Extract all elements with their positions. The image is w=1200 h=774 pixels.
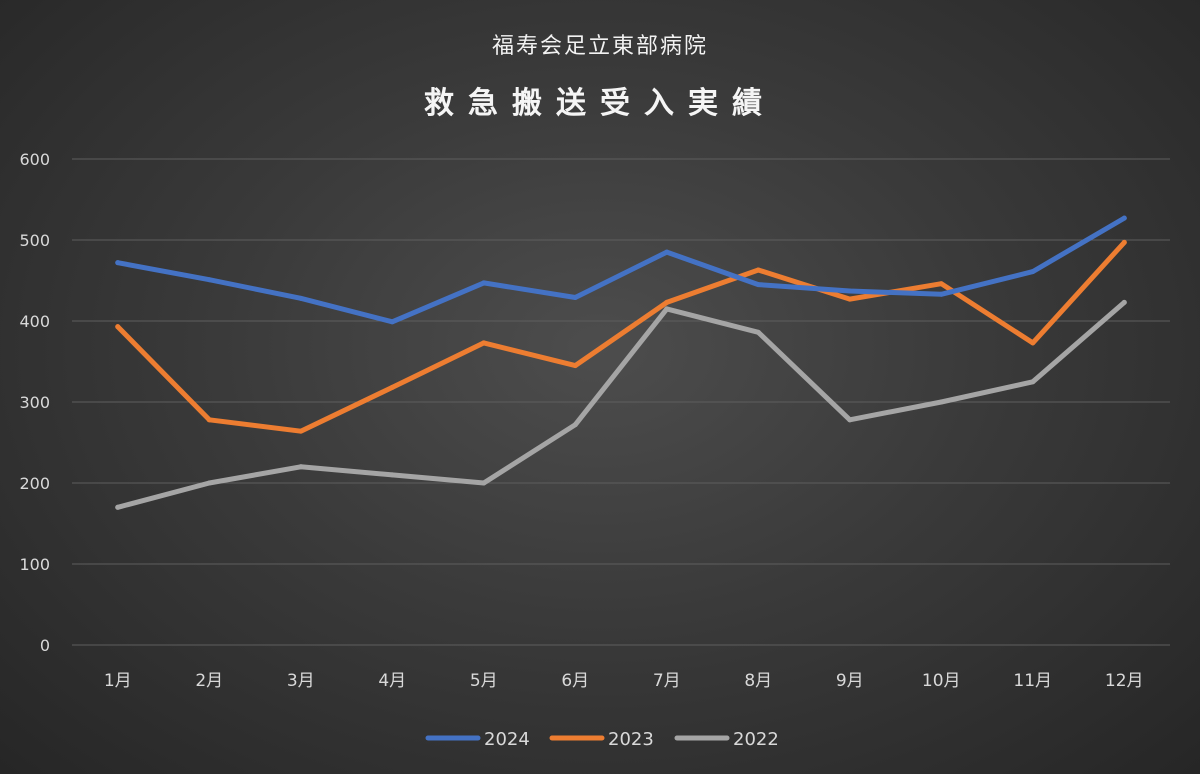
series-line-2023 [115,239,1127,434]
x-tick-label: 3月 [287,671,315,691]
data-point-2023 [1030,340,1036,346]
series-line-2022 [115,299,1127,510]
y-tick-label: 600 [19,150,50,169]
data-point-2023 [115,324,121,330]
data-point-2022 [755,329,761,335]
data-point-2023 [481,340,487,346]
data-point-2023 [206,417,212,423]
data-point-2022 [206,480,212,486]
x-tick-label: 12月 [1105,671,1144,691]
chart-title: 救急搬送受入実績 [424,86,776,121]
data-point-2022 [1121,299,1127,305]
data-point-2024 [1030,269,1036,275]
legend-label-2023: 2023 [608,729,654,750]
data-point-2022 [389,472,395,478]
y-tick-label: 100 [19,555,50,574]
data-point-2024 [481,280,487,286]
x-tick-label: 8月 [744,671,772,691]
x-tick-label: 2月 [195,671,223,691]
data-point-2023 [572,363,578,369]
x-tick-label: 6月 [561,671,589,691]
data-point-2024 [572,295,578,301]
data-point-2023 [664,299,670,305]
data-point-2022 [298,464,304,470]
x-tick-label: 7月 [653,671,681,691]
data-point-2023 [847,296,853,302]
x-tick-label: 5月 [470,671,498,691]
data-point-2024 [847,288,853,294]
series-line-2024 [115,215,1127,325]
x-tick-label: 10月 [922,671,961,691]
data-point-2022 [1030,379,1036,385]
data-point-2023 [755,267,761,273]
y-tick-label: 400 [19,312,50,331]
x-tick-label: 4月 [378,671,406,691]
data-point-2024 [755,282,761,288]
data-point-2023 [1121,239,1127,245]
data-point-2023 [938,281,944,287]
data-point-2024 [298,295,304,301]
y-tick-label: 0 [40,636,50,655]
data-point-2022 [481,480,487,486]
x-tick-label: 11月 [1013,671,1052,691]
data-point-2022 [664,306,670,312]
data-point-2024 [938,291,944,297]
data-point-2023 [298,428,304,434]
x-tick-label: 9月 [836,671,864,691]
data-point-2022 [572,422,578,428]
data-point-2024 [206,277,212,283]
x-tick-label: 1月 [104,671,132,691]
legend-label-2022: 2022 [733,729,779,750]
y-tick-label: 200 [19,474,50,493]
data-point-2024 [389,319,395,325]
y-tick-label: 300 [19,393,50,412]
y-tick-label: 500 [19,231,50,250]
data-point-2024 [1121,215,1127,221]
data-point-2024 [664,249,670,255]
data-point-2024 [115,260,121,266]
legend-label-2024: 2024 [484,729,530,750]
chart-subtitle: 福寿会足立東部病院 [491,34,708,59]
data-point-2023 [389,384,395,390]
data-point-2022 [847,417,853,423]
data-point-2022 [938,399,944,405]
data-point-2022 [115,504,121,510]
gridlines [72,158,1170,646]
